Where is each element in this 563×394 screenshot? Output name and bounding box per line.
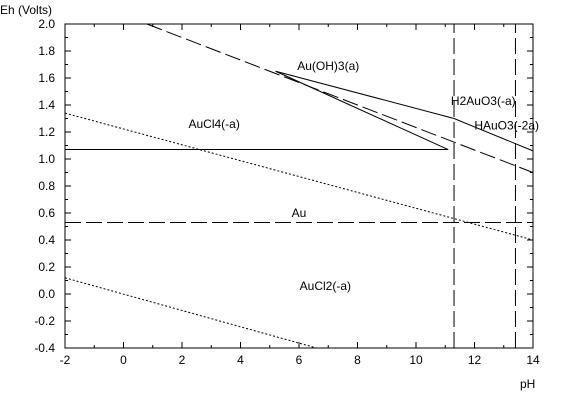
x-axis-label: pH — [520, 377, 535, 391]
x-tick-label: 0 — [120, 353, 127, 367]
y-tick-label: -0.2 — [34, 314, 55, 328]
boundary-line-5 — [64, 112, 534, 241]
region-label: Au(OH)3(a) — [297, 59, 359, 73]
tick-labels: -2 0 2 4 6 8 10 12 14 -0.4 -0.2 0.0 0.2 0.4 0.6 0.8 1.0 1… — [34, 17, 540, 367]
ticks-layer — [64, 23, 534, 349]
boundary-line-1 — [146, 23, 534, 173]
x-tick-label: 6 — [296, 353, 303, 367]
x-tick-label: 4 — [237, 353, 244, 367]
series-layer — [64, 23, 534, 349]
y-tick-label: 2.0 — [38, 17, 55, 31]
region-label: HAuO3(-2a) — [474, 118, 539, 132]
x-tick-label: -2 — [60, 353, 71, 367]
region-labels: Au(OH)3(a) AuCl4(-a) H2AuO3(-a) HAuO3(-2a) A… — [188, 59, 539, 293]
x-tick-label: 14 — [526, 353, 540, 367]
y-tick-label: 0.8 — [38, 179, 55, 193]
region-label: H2AuO3(-a) — [451, 94, 516, 108]
y-tick-label: 0.4 — [38, 233, 55, 247]
x-tick-label: 8 — [354, 353, 361, 367]
y-tick-label: 1.8 — [38, 44, 55, 58]
y-tick-label: 1.4 — [38, 98, 55, 112]
x-tick-label: 12 — [468, 353, 482, 367]
y-axis-label: Eh (Volts) — [0, 3, 52, 17]
y-tick-label: 1.6 — [38, 71, 55, 85]
x-tick-label: 10 — [409, 353, 423, 367]
y-tick-label: 0.6 — [38, 206, 55, 220]
boundary-line-6 — [64, 277, 317, 349]
boundary-line-10 — [453, 118, 534, 152]
region-label: AuCl2(-a) — [300, 279, 351, 293]
y-tick-label: 1.2 — [38, 125, 55, 139]
region-label: AuCl4(-a) — [188, 117, 239, 131]
boundary-line-9 — [275, 70, 455, 119]
y-tick-label: -0.4 — [34, 341, 55, 355]
boundary-line-8 — [275, 70, 449, 151]
y-tick-label: 0.2 — [38, 260, 55, 274]
region-label: Au — [292, 206, 307, 220]
y-tick-label: 0.0 — [38, 287, 55, 301]
x-tick-label: 2 — [179, 353, 186, 367]
y-tick-label: 1.0 — [38, 152, 55, 166]
